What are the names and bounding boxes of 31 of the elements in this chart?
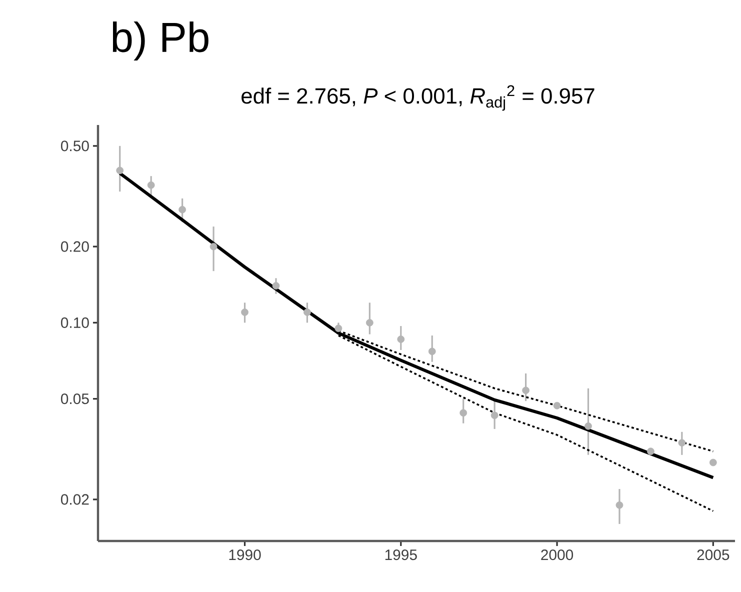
point — [334, 324, 342, 332]
point — [178, 206, 186, 214]
point — [147, 181, 155, 189]
point — [522, 386, 530, 394]
point — [616, 501, 624, 509]
point — [272, 282, 280, 290]
point — [116, 166, 124, 174]
point — [428, 348, 436, 356]
chart-subtitle: edf = 2.765, P < 0.001, R$_{adj}$$^{2}$ = 0.957 — [242, 85, 594, 111]
point — [490, 412, 498, 420]
x-tick-label: 1990 — [229, 550, 261, 560]
point — [304, 308, 311, 316]
point — [366, 319, 374, 326]
x-tick-label: 2005 — [697, 550, 730, 560]
point — [647, 448, 654, 456]
point — [397, 336, 405, 343]
y-tick-label: 0.02 — [60, 494, 89, 505]
x-tick-label: 1995 — [385, 550, 417, 560]
point — [460, 409, 468, 417]
point — [584, 422, 592, 430]
chart-title: b) Pb — [112, 21, 208, 60]
y-tick-label: 0.05 — [60, 394, 89, 404]
x-tick-label: 2000 — [541, 550, 574, 560]
point — [553, 402, 561, 410]
point — [709, 458, 717, 466]
y-tick-label: 0.50 — [60, 140, 89, 152]
point — [678, 439, 686, 446]
point — [241, 308, 248, 316]
point — [210, 242, 218, 250]
y-tick-label: 0.10 — [60, 317, 89, 328]
y-tick-label: 0.20 — [60, 241, 89, 252]
